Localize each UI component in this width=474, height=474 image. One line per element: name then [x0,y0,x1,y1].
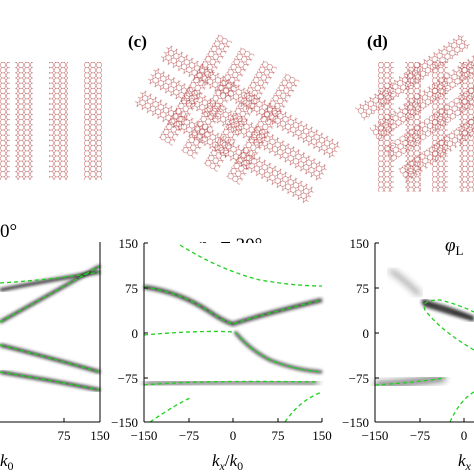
axis-label-mid-x: kx/k0 [212,451,243,473]
plot-middle: 150 75 0 −75 −150 −150 −75 0 75 150 kx/k… [111,236,332,473]
tick-right-y-neg150: −150 [342,415,369,430]
tick-right-x-0: 0 [461,428,468,443]
tick-mid-y-neg75: −75 [118,371,138,386]
tick-left-x-150: 150 [90,428,110,443]
lattice-panel-b [0,62,102,180]
tick-right-y-75: 75 [356,281,369,296]
axis-label-left-x: k0 [0,451,14,473]
tick-right-x-neg150: −150 [362,428,389,443]
tick-mid-x-neg75: −75 [179,428,199,443]
tick-mid-y-75: 75 [125,281,138,296]
tick-mid-y-neg150: −150 [111,415,138,430]
tick-right-x-neg75: −75 [410,428,430,443]
angle-label-left: 0° [0,221,17,242]
lattice-panel-c: (c) [118,0,342,212]
tick-mid-x-75: 75 [272,428,285,443]
panel-letter-d: (d) [367,32,388,51]
angle-sub-right: L [456,243,464,258]
angle-label-right: φL [445,235,464,258]
plot-left: 75 150 k0 [0,242,110,473]
tick-right-y-0: 0 [363,326,370,341]
tick-right-y-neg75: −75 [349,371,369,386]
plot-right: 150 75 0 −75 −150 −150 −75 0 kx [342,236,474,473]
tick-right-y-150: 150 [350,236,370,251]
panel-letter-c: (c) [128,32,147,51]
tick-mid-x-150: 150 [312,428,332,443]
tick-mid-y-150: 150 [119,236,139,251]
tick-mid-y-0: 0 [132,326,139,341]
lattice-panel-d: (d) [355,32,474,192]
tick-left-x-75: 75 [58,428,71,443]
axis-label-right-x: kx [458,451,472,473]
angle-phi-right: φ [445,235,456,256]
tick-mid-x-neg150: −150 [131,428,158,443]
tick-mid-x-0: 0 [230,428,237,443]
